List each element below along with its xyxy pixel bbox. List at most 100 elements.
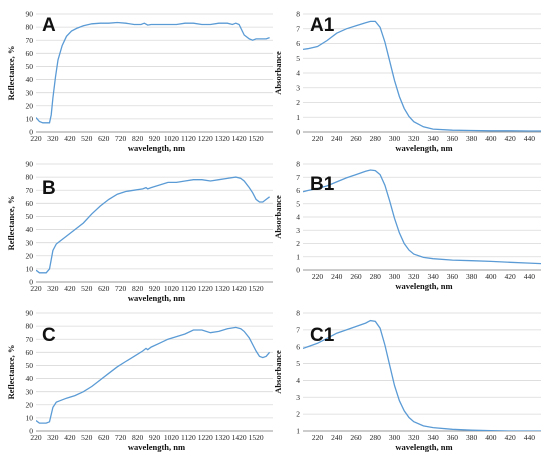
y-tick-label: 8 [296,309,300,318]
x-tick-label: 520 [81,134,93,143]
y-tick-label: 5 [296,359,300,368]
x-tick-label: 280 [370,433,382,442]
series-line [36,21,270,124]
x-tick-label: 220 [312,134,324,143]
x-tick-label: 1020 [164,433,179,442]
x-tick-label: 1520 [249,433,264,442]
y-tick-label: 30 [26,238,34,247]
x-tick-label: 380 [466,433,478,442]
y-tick-label: 30 [26,387,34,396]
x-tick-label: 400 [485,272,497,281]
x-tick-label: 1320 [215,284,230,293]
series-line [36,176,270,274]
x-tick-label: 1020 [164,284,179,293]
y-axis-label: Absorbance [273,51,283,95]
x-tick-label: 280 [370,272,382,281]
x-tick-label: 520 [81,433,93,442]
y-tick-label: 90 [26,10,34,19]
x-tick-label: 1020 [164,134,179,143]
y-tick-label: 50 [26,212,34,221]
x-tick-label: 260 [350,272,362,281]
x-tick-label: 1420 [232,433,247,442]
x-axis-label: wavelength, nm [395,281,452,291]
x-tick-label: 320 [47,134,59,143]
x-tick-label: 720 [115,433,127,442]
y-tick-label: 7 [296,325,300,334]
x-tick-label: 1420 [232,284,247,293]
x-axis-label: wavelength, nm [395,143,452,153]
x-tick-label: 720 [115,134,127,143]
x-tick-label: 320 [408,272,420,281]
y-tick-label: 30 [26,88,34,97]
y-tick-label: 10 [26,413,34,422]
x-tick-label: 820 [132,284,144,293]
y-tick-label: 90 [26,309,34,318]
chart-panel-c1: 1 2 3 4 5 6 7 8 220 240 260 280 300 320 340 360 380 400 42… [273,309,541,452]
y-tick-label: 20 [26,400,34,409]
y-tick-label: 3 [296,83,300,92]
x-tick-label: 1420 [232,134,247,143]
y-tick-label: 60 [26,49,34,58]
y-tick-label: 10 [26,114,34,123]
x-tick-label: 620 [98,284,110,293]
x-tick-label: 300 [389,134,401,143]
x-tick-label: 320 [47,433,59,442]
x-tick-label: 440 [524,272,536,281]
chart-panel-b1: 0 1 2 3 4 5 6 7 8 220 240 260 280 300 320 340 360 380 400 4… [273,160,541,291]
y-tick-label: 7 [296,24,300,33]
x-tick-label: 400 [485,134,497,143]
y-axis-label: Reflectance, % [6,345,16,400]
y-tick-label: 60 [26,348,34,357]
x-tick-label: 520 [81,284,93,293]
x-tick-label: 360 [447,433,459,442]
x-tick-label: 440 [524,134,536,143]
x-tick-label: 340 [427,134,439,143]
x-tick-label: 1120 [181,284,196,293]
y-tick-label: 3 [296,393,300,402]
panel-label: A [42,15,56,36]
y-tick-label: 1 [296,113,300,122]
y-tick-label: 20 [26,101,34,110]
y-tick-label: 0 [29,427,33,436]
x-tick-label: 420 [505,134,517,143]
x-tick-label: 920 [149,134,161,143]
series-line [36,326,271,424]
x-tick-label: 220 [30,134,42,143]
y-tick-label: 2 [296,239,300,248]
y-tick-label: 70 [26,186,34,195]
y-tick-label: 4 [296,213,300,222]
y-tick-label: 70 [26,335,34,344]
x-tick-label: 920 [149,433,161,442]
x-tick-label: 380 [466,272,478,281]
panel-label: A1 [310,15,335,36]
x-tick-label: 240 [331,272,343,281]
x-tick-label: 1520 [249,134,264,143]
series-line [303,169,541,265]
x-tick-label: 220 [30,284,42,293]
x-tick-label: 280 [370,134,382,143]
y-tick-label: 0 [29,278,33,287]
y-tick-label: 40 [26,374,34,383]
y-tick-label: 7 [296,173,300,182]
x-tick-label: 400 [485,433,497,442]
y-axis-label: Absorbance [273,195,283,239]
y-tick-label: 4 [296,376,300,385]
y-tick-label: 8 [296,10,300,19]
y-tick-label: 40 [26,75,34,84]
x-axis-label: wavelength, nm [128,293,185,303]
x-tick-label: 220 [312,272,324,281]
x-tick-label: 420 [505,433,517,442]
x-tick-label: 420 [64,284,76,293]
x-tick-label: 820 [132,433,144,442]
y-tick-label: 70 [26,36,34,45]
y-tick-label: 1 [296,252,300,261]
y-tick-label: 2 [296,98,300,107]
x-tick-label: 320 [47,284,59,293]
y-tick-label: 80 [26,173,34,182]
x-tick-label: 440 [524,433,536,442]
y-tick-label: 6 [296,186,300,195]
x-tick-label: 1120 [181,134,196,143]
x-tick-label: 1520 [249,284,264,293]
